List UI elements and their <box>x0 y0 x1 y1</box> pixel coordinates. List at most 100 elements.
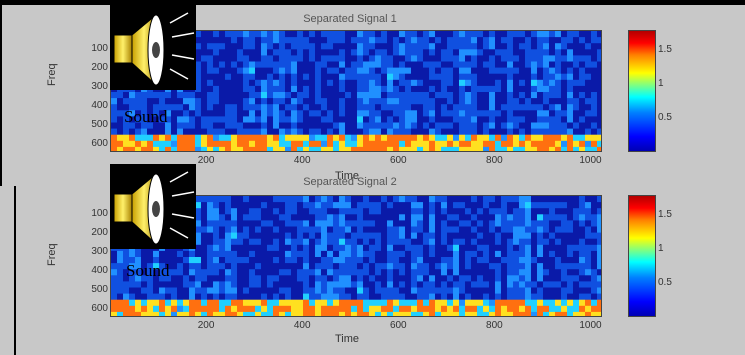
spectrogram-cell <box>441 305 448 313</box>
spectrogram-cell <box>555 110 562 117</box>
spectrogram-cell <box>561 104 568 111</box>
spectrogram-cell <box>483 299 490 307</box>
spectrogram-cell <box>351 43 358 50</box>
spectrogram-cell <box>135 287 142 295</box>
spectrogram-cell <box>423 110 430 117</box>
spectrogram-cell <box>285 226 292 234</box>
spectrogram-cell <box>381 202 388 209</box>
spectrogram-cell <box>249 305 256 313</box>
spectrogram-cell <box>285 232 292 240</box>
spectrogram-cell <box>477 92 484 99</box>
spectrogram-cell <box>207 140 214 148</box>
spectrogram-cell <box>375 92 382 99</box>
spectrogram-cell <box>429 128 436 136</box>
spectrogram-cell <box>153 257 160 264</box>
spectrogram-cell <box>555 49 562 56</box>
spectrogram-cell <box>411 238 418 246</box>
spectrogram-cell <box>321 311 328 316</box>
spectrogram-cell <box>549 85 556 93</box>
spectrogram-cell <box>561 31 568 38</box>
spectrogram-cell <box>531 226 538 234</box>
spectrogram-cell <box>387 269 394 276</box>
spectrogram-cell <box>183 146 190 151</box>
spectrogram-cell <box>231 67 238 75</box>
spectrogram-cell <box>375 61 382 69</box>
spectrogram-cell <box>519 214 526 221</box>
spectrogram-cell <box>573 116 580 123</box>
spectrogram-cell <box>279 287 286 295</box>
spectrogram-cell <box>519 61 526 69</box>
spectrogram-cell <box>273 110 280 117</box>
spectrogram-cell <box>237 116 244 123</box>
spectrogram-cell <box>219 55 226 62</box>
spectrogram-cell <box>267 244 274 252</box>
spectrogram-cell <box>201 140 208 148</box>
spectrogram-cell <box>597 293 601 301</box>
spectrogram-cell <box>249 98 256 105</box>
spectrogram-cell <box>231 293 238 301</box>
spectrogram-cell <box>537 134 544 142</box>
spectrogram-cell <box>153 287 160 295</box>
spectrogram-cell <box>189 250 196 258</box>
spectrogram-cell <box>279 238 286 246</box>
spectrogram-cell <box>483 250 490 258</box>
spectrogram-cell <box>525 263 532 270</box>
spectrogram-cell <box>219 134 226 142</box>
spectrogram-cell <box>429 244 436 252</box>
spectrogram-cell <box>153 116 160 123</box>
spectrogram-cell <box>525 287 532 295</box>
spectrogram-cell <box>261 110 268 117</box>
spectrogram-cell <box>525 134 532 142</box>
spectrogram-cell <box>261 293 268 301</box>
spectrogram-cell <box>495 85 502 93</box>
spectrogram-cell <box>351 55 358 62</box>
spectrogram-cell <box>369 250 376 258</box>
spectrogram-cell <box>195 98 202 105</box>
spectrogram-cell <box>189 146 196 151</box>
spectrogram-cell <box>231 299 238 307</box>
spectrogram-cell <box>393 232 400 240</box>
spectrogram-cell <box>507 250 514 258</box>
spectrogram-cell <box>507 67 514 75</box>
spectrogram-cell <box>579 269 586 276</box>
spectrogram-cell <box>561 226 568 234</box>
spectrogram-cell <box>357 238 364 246</box>
spectrogram-cell <box>339 146 346 151</box>
spectrogram-cell <box>321 67 328 75</box>
spectrogram-cell <box>357 214 364 221</box>
spectrogram-cell <box>207 275 214 282</box>
spectrogram-cell <box>477 208 484 215</box>
spectrogram-cell <box>567 220 574 227</box>
spectrogram-cell <box>393 311 400 316</box>
spectrogram-cell <box>489 92 496 99</box>
spectrogram-cell <box>411 311 418 316</box>
spectrogram-cell <box>339 134 346 142</box>
spectrogram-cell <box>591 55 598 62</box>
spectrogram-cell <box>207 220 214 227</box>
spectrogram-cell <box>471 85 478 93</box>
spectrogram-cell <box>297 214 304 221</box>
spectrogram-cell <box>405 43 412 50</box>
spectrogram-cell <box>261 49 268 56</box>
spectrogram-cell <box>189 110 196 117</box>
sound-label-1[interactable]: Sound <box>124 107 168 126</box>
sound-label-2[interactable]: Sound <box>126 261 170 280</box>
spectrogram-cell <box>411 220 418 227</box>
spectrogram-cell <box>129 299 136 307</box>
spectrogram-cell <box>141 92 148 99</box>
spectrogram-cell <box>591 31 598 38</box>
spectrogram-cell <box>477 238 484 246</box>
spectrogram-cell <box>249 275 256 282</box>
spectrogram-cell <box>573 208 580 215</box>
spectrogram-cell <box>333 110 340 117</box>
spectrogram-cell <box>387 293 394 301</box>
spectrogram-cell <box>333 232 340 240</box>
spectrogram-cell <box>435 208 442 215</box>
spectrogram-cell <box>219 250 226 258</box>
sound-button-1[interactable] <box>110 5 196 90</box>
spectrogram-cell <box>471 232 478 240</box>
spectrogram-cell <box>477 305 484 313</box>
panel-2-colorbar <box>628 195 656 317</box>
spectrogram-cell <box>453 128 460 136</box>
sound-button-2[interactable] <box>110 164 196 249</box>
